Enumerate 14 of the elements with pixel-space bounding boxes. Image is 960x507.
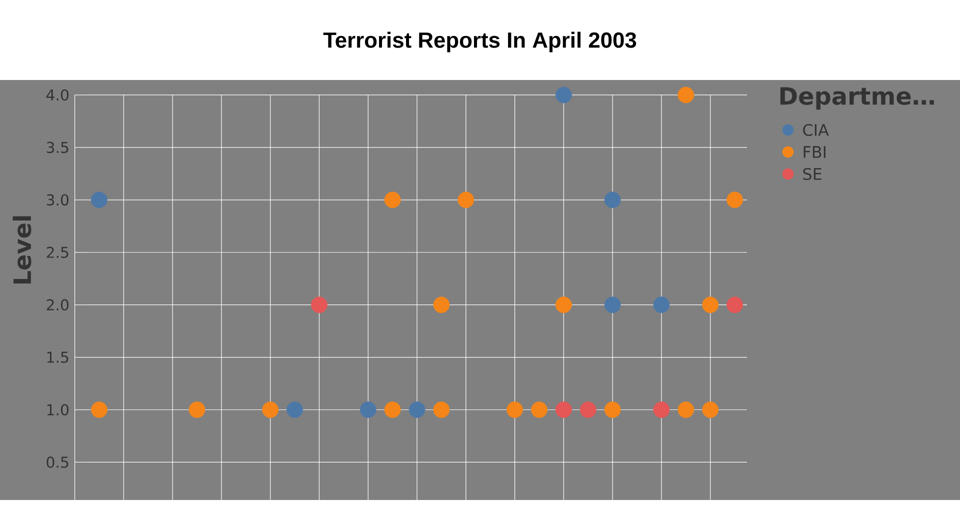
legend-label: SE [803,168,822,180]
y-axis-title: Level [12,216,32,284]
y-tick-label: 2.0 [46,299,68,311]
y-tick-label: 3.0 [46,194,68,206]
legend-label: CIA [803,124,829,136]
chart-title: Terrorist Reports In April 2003 [323,32,636,52]
legend-title: Departme… [780,87,934,110]
y-tick-label: 1.0 [47,404,68,416]
y-tick-label: 2.5 [46,246,68,258]
y-tick-label: 3.5 [46,142,68,154]
y-tick-label: 0.5 [46,456,68,468]
y-tick-label: 1.5 [47,352,68,363]
y-tick-label: 4.0 [46,89,68,101]
legend-label: FBI [804,146,826,158]
